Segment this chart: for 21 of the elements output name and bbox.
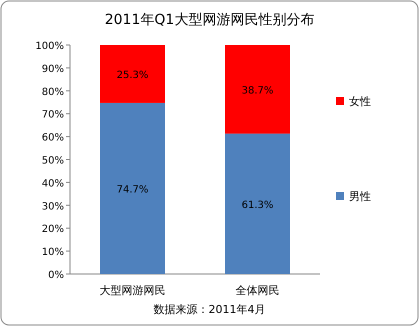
y-tick-label: 60% bbox=[42, 132, 64, 144]
y-tick-label: 50% bbox=[42, 156, 64, 166]
chart-title: 2011年Q1大型网游网民性别分布 bbox=[104, 12, 314, 28]
y-tick-label: 90% bbox=[42, 64, 64, 75]
data-label: 61.3% bbox=[242, 200, 274, 211]
y-tick-label: 10% bbox=[42, 247, 64, 258]
data-label: 74.7% bbox=[116, 184, 148, 196]
source-note: 数据来源：2011年4月 bbox=[154, 303, 266, 316]
x-tick-label: 全体网民 bbox=[236, 284, 280, 297]
data-label: 25.3% bbox=[116, 70, 148, 81]
y-tick-label: 0% bbox=[48, 270, 64, 281]
x-tick-label: 大型网游网民 bbox=[100, 284, 166, 297]
data-label: 38.7% bbox=[242, 85, 274, 96]
legend-label: 女性 bbox=[349, 95, 371, 108]
legend-label: 男性 bbox=[349, 190, 371, 203]
y-tick-label: 40% bbox=[42, 178, 64, 190]
y-tick-label: 30% bbox=[42, 201, 64, 212]
y-tick-label: 70% bbox=[42, 110, 64, 121]
y-tick-label: 20% bbox=[42, 224, 64, 236]
y-tick-label: 80% bbox=[42, 86, 64, 98]
y-tick-label: 100% bbox=[35, 41, 64, 52]
